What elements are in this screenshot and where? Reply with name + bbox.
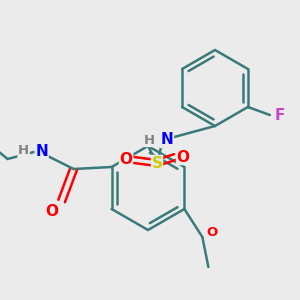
Text: H: H bbox=[143, 134, 155, 146]
Text: N: N bbox=[35, 143, 48, 158]
Text: N: N bbox=[160, 133, 173, 148]
Text: F: F bbox=[275, 107, 285, 122]
Text: O: O bbox=[119, 152, 133, 167]
Text: H: H bbox=[18, 145, 29, 158]
Text: S: S bbox=[152, 155, 163, 170]
Text: O: O bbox=[207, 226, 218, 239]
Text: O: O bbox=[45, 203, 58, 218]
Text: O: O bbox=[176, 149, 190, 164]
